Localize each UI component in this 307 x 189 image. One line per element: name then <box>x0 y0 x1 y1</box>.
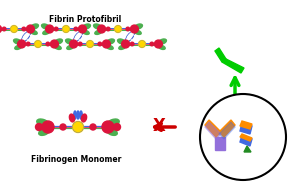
Ellipse shape <box>15 45 22 50</box>
Circle shape <box>42 121 54 133</box>
Circle shape <box>2 27 6 31</box>
Ellipse shape <box>107 39 115 44</box>
Ellipse shape <box>54 45 61 50</box>
Circle shape <box>35 41 41 47</box>
Ellipse shape <box>81 114 87 122</box>
Circle shape <box>103 40 110 48</box>
Circle shape <box>106 27 110 31</box>
Ellipse shape <box>134 30 141 34</box>
Circle shape <box>26 42 30 46</box>
Circle shape <box>90 124 96 130</box>
Circle shape <box>22 27 26 31</box>
Circle shape <box>50 40 58 48</box>
Circle shape <box>0 25 2 33</box>
Circle shape <box>60 124 66 130</box>
Ellipse shape <box>41 24 49 29</box>
Circle shape <box>114 123 121 130</box>
Circle shape <box>130 25 138 33</box>
Circle shape <box>63 26 69 33</box>
Ellipse shape <box>69 114 75 122</box>
Circle shape <box>74 27 78 31</box>
Polygon shape <box>240 134 252 141</box>
Circle shape <box>102 121 114 133</box>
Circle shape <box>87 41 93 47</box>
Ellipse shape <box>80 111 82 119</box>
Circle shape <box>10 26 17 33</box>
Polygon shape <box>219 122 235 139</box>
Circle shape <box>130 42 134 46</box>
Circle shape <box>138 41 146 47</box>
Ellipse shape <box>74 111 76 119</box>
Ellipse shape <box>107 119 119 127</box>
Circle shape <box>46 42 50 46</box>
Text: Fibrin Protofibril: Fibrin Protofibril <box>49 15 121 24</box>
Circle shape <box>150 42 154 46</box>
Circle shape <box>46 25 53 33</box>
Circle shape <box>54 27 58 31</box>
Ellipse shape <box>67 45 74 50</box>
Ellipse shape <box>31 24 38 29</box>
Circle shape <box>70 40 78 48</box>
FancyBboxPatch shape <box>215 137 225 150</box>
Circle shape <box>98 25 106 33</box>
Ellipse shape <box>134 24 142 29</box>
Ellipse shape <box>107 129 117 135</box>
Circle shape <box>115 26 122 33</box>
Circle shape <box>200 94 286 180</box>
Ellipse shape <box>94 24 101 29</box>
Ellipse shape <box>14 39 21 44</box>
Ellipse shape <box>118 39 126 44</box>
Circle shape <box>154 40 162 48</box>
Ellipse shape <box>66 39 73 44</box>
Circle shape <box>126 27 130 31</box>
Circle shape <box>26 25 34 33</box>
Polygon shape <box>240 121 252 129</box>
Circle shape <box>78 42 82 46</box>
Ellipse shape <box>95 30 102 34</box>
Ellipse shape <box>77 111 79 119</box>
Polygon shape <box>240 123 252 134</box>
Polygon shape <box>205 120 221 137</box>
Circle shape <box>122 40 130 48</box>
Polygon shape <box>244 146 251 152</box>
Text: Fibrinogen Monomer: Fibrinogen Monomer <box>31 155 121 164</box>
Ellipse shape <box>30 30 37 34</box>
Polygon shape <box>222 59 244 73</box>
Polygon shape <box>240 135 252 146</box>
Polygon shape <box>205 122 221 139</box>
Ellipse shape <box>106 45 113 50</box>
Polygon shape <box>215 48 226 62</box>
Circle shape <box>36 123 42 130</box>
Ellipse shape <box>55 39 62 44</box>
Ellipse shape <box>37 119 49 127</box>
Polygon shape <box>219 120 235 137</box>
Circle shape <box>79 25 86 33</box>
Ellipse shape <box>119 45 126 50</box>
Ellipse shape <box>158 45 165 50</box>
Ellipse shape <box>43 30 50 34</box>
Ellipse shape <box>83 24 91 29</box>
Ellipse shape <box>159 39 166 44</box>
Circle shape <box>98 42 102 46</box>
Ellipse shape <box>82 30 89 34</box>
Circle shape <box>18 40 25 48</box>
Text: X: X <box>153 117 165 135</box>
Ellipse shape <box>39 129 49 135</box>
Circle shape <box>72 122 84 132</box>
